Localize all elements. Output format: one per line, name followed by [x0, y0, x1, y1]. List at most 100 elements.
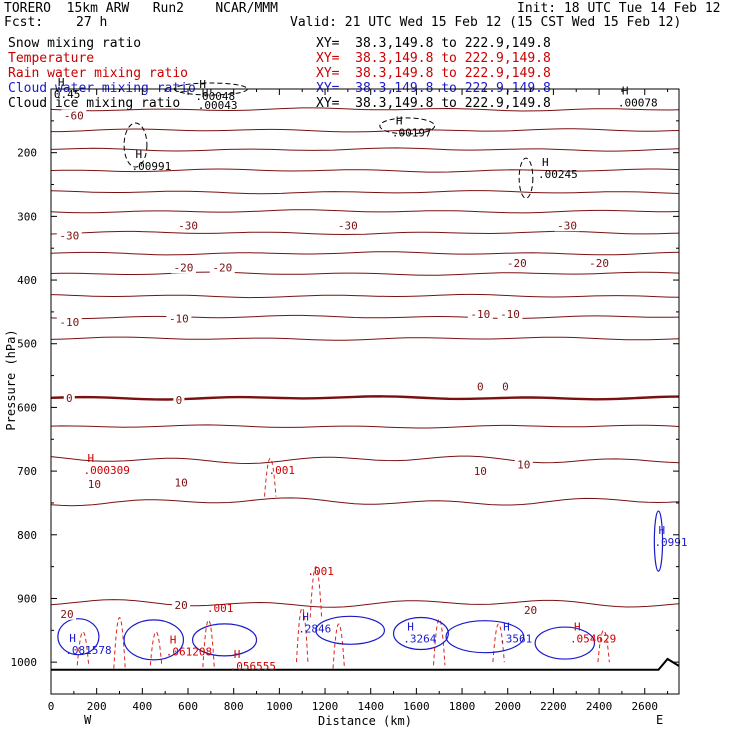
temperature-label-mask: [471, 465, 490, 478]
extremum-value: .061208: [166, 645, 212, 658]
isotherm-line: [50, 190, 680, 195]
extremum-value: .00245: [538, 168, 578, 181]
rain-contour: [332, 623, 345, 669]
x-tick-label: 800: [224, 700, 244, 713]
plot-frame: [50, 88, 680, 695]
isotherm-line: [50, 599, 680, 608]
rain-contour: [309, 566, 323, 618]
temperature-label: -20: [174, 261, 194, 274]
legend-cloud-xy: XY= 38.3,149.8 to 222.9,149.8: [316, 81, 551, 96]
isotherm-line: [50, 209, 680, 214]
y-tick-label: 300: [17, 210, 37, 223]
temperature-label: -30: [557, 219, 577, 232]
cloud-contour: [445, 620, 525, 654]
x-tick-label: 1200: [312, 700, 339, 713]
temperature-label-mask: [175, 219, 201, 232]
temperature-label: 0: [176, 394, 183, 407]
isotherm-line: [50, 271, 680, 276]
temperature-label-mask: [504, 256, 530, 269]
temperature-label-mask: [172, 598, 191, 611]
forecast-hour: 27 h: [76, 15, 108, 30]
y-tick-label: 400: [17, 274, 37, 287]
extremum-marker: H: [302, 610, 309, 623]
isotherm-line: [50, 168, 680, 173]
temperature-label: -60: [64, 110, 84, 123]
extremum-value: .00048: [195, 90, 235, 103]
cloud-contour: [57, 618, 100, 656]
legend-snow-xy: XY= 38.3,149.8 to 222.9,149.8: [316, 36, 551, 51]
x-tick-label: 600: [178, 700, 198, 713]
x-tick-label: 200: [87, 700, 107, 713]
temperature-label-mask: [172, 476, 191, 489]
temperature-label-mask: [170, 261, 196, 274]
rain-contour: [264, 458, 277, 497]
rain-contour: [492, 623, 505, 663]
isotherm-line: [50, 147, 680, 152]
temperature-label-mask: [499, 380, 511, 393]
rain-contour: [597, 629, 610, 663]
isotherm-line: [50, 455, 680, 465]
temperature-label-mask: [497, 307, 523, 320]
extremum-marker: H: [199, 78, 206, 91]
x-tick-label: 1800: [449, 700, 476, 713]
temperature-label-mask: [57, 607, 76, 620]
temperature-label: -20: [589, 257, 609, 270]
legend-ice-xy: XY= 38.3,149.8 to 222.9,149.8: [316, 96, 551, 111]
x-tick-label: 1400: [357, 700, 384, 713]
temperature-label-mask: [474, 380, 486, 393]
temperature-label-mask: [514, 458, 533, 471]
model-title: TORERO 15km ARW Run2 NCAR/MMM: [4, 1, 278, 16]
isotherm-line: [50, 314, 680, 320]
extremum-value: .001: [269, 464, 296, 477]
y-tick-label: 700: [17, 465, 37, 478]
isotherm-line: [50, 497, 680, 507]
temperature-label: 0: [66, 392, 73, 405]
extremum-value: .001: [207, 602, 234, 615]
temperature-label: -30: [338, 219, 358, 232]
extremum-marker: H: [658, 524, 665, 537]
temperature-label-mask: [61, 109, 87, 122]
isotherm-line: [51, 128, 680, 133]
extremum-value: .001: [307, 565, 334, 578]
temperature-label: -30: [59, 229, 79, 242]
temperature-label-mask: [56, 316, 82, 329]
temperature-label-mask: [209, 261, 235, 274]
ice-contour: [379, 117, 436, 135]
extremum-value: .081578: [65, 644, 111, 657]
extremum-value: .0991: [654, 536, 687, 549]
temperature-label-mask: [586, 256, 612, 269]
terrain-line: [51, 657, 680, 671]
extremum-marker: H: [542, 156, 549, 169]
temperature-label-mask: [85, 477, 104, 490]
rain-contour: [202, 619, 215, 668]
y-axis-title: Pressure (hPa): [4, 329, 18, 430]
y-tick-label: 500: [17, 338, 37, 351]
legend-temp-name: Temperature: [8, 51, 95, 66]
rain-contour: [433, 618, 446, 666]
west-label: W: [84, 713, 92, 727]
temperature-label-mask: [335, 219, 361, 232]
extremum-value: .054629: [570, 633, 616, 646]
x-tick-label: 2600: [631, 700, 658, 713]
temperature-label: -10: [470, 308, 490, 321]
temperature-label: 20: [524, 604, 537, 617]
legend-rain-name: Rain water mixing ratio: [8, 66, 189, 81]
x-axis-title: Distance (km): [318, 714, 412, 728]
temperature-label-mask: [554, 219, 580, 232]
extremum-marker: H: [396, 114, 403, 127]
temperature-label: -20: [507, 257, 527, 270]
extremum-marker: H: [69, 632, 76, 645]
temperature-label: 10: [474, 465, 487, 478]
x-tick-label: 0: [48, 700, 55, 713]
temperature-label: -10: [169, 312, 189, 325]
valid-time: Valid: 21 UTC Wed 15 Feb 12 (15 CST Wed …: [290, 15, 682, 30]
temperature-label: -10: [500, 308, 520, 321]
y-tick-label: 600: [17, 401, 37, 414]
east-label: E: [656, 713, 663, 727]
extremum-marker: H: [202, 87, 209, 100]
extremum-value: .00991: [131, 160, 171, 173]
extremum-value: .3264: [403, 633, 436, 646]
extremum-value: .2846: [298, 622, 331, 635]
isotherm-line: [50, 293, 680, 299]
